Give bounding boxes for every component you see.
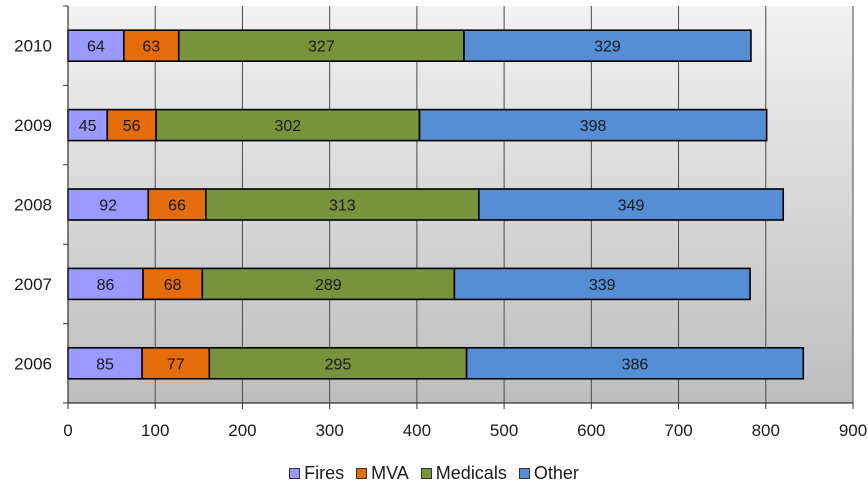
bar-segment-medicals: [177, 29, 465, 63]
bar-segment-other: [418, 108, 768, 142]
legend-label: Other: [533, 463, 579, 483]
x-tick-label: 300: [315, 421, 343, 440]
y-tick-label: 2006: [14, 354, 52, 373]
data-label: 86: [97, 277, 115, 294]
data-label: 77: [167, 356, 185, 373]
x-tick-label: 700: [664, 421, 692, 440]
x-tick-label: 900: [839, 421, 867, 440]
data-label: 68: [164, 277, 182, 294]
legend-swatch: [518, 468, 530, 479]
y-tick-label: 2010: [14, 37, 52, 56]
data-label: 45: [79, 118, 97, 135]
bar-segment-fires: [67, 346, 143, 380]
bar-segment-medicals: [205, 188, 480, 221]
data-label: 339: [589, 277, 616, 294]
bar-segment-medicals: [201, 267, 456, 301]
data-label: 66: [168, 198, 186, 215]
bar-segment-other: [465, 346, 805, 380]
legend-label: Medicals: [435, 463, 507, 483]
y-tick-label: 2007: [14, 275, 52, 294]
x-tick-label: 200: [228, 421, 256, 440]
legend-item-other: Other: [518, 463, 579, 484]
bars-group: 64 63 327 329 45 56 302 398 92 66 313 349 86 68 289 339…: [67, 29, 805, 380]
bar-segment-mva: [147, 188, 207, 221]
data-label: 329: [594, 39, 621, 56]
x-tick-label: 0: [63, 421, 72, 440]
data-label: 313: [329, 198, 356, 215]
y-tick-label: 2009: [14, 116, 52, 135]
y-tick-label: 2008: [14, 196, 52, 215]
data-label: 56: [123, 118, 141, 135]
bar-segment-other: [463, 29, 752, 63]
data-label: 295: [325, 356, 352, 373]
data-label: 63: [142, 39, 160, 56]
data-label: 289: [315, 277, 342, 294]
x-tick-label: 600: [577, 421, 605, 440]
axes-group: 0 100 200 300 400 500 600 700 800 900 2010 2009 2008…: [14, 5, 867, 440]
bar-segment-medicals: [155, 108, 421, 142]
legend-swatch: [289, 468, 301, 479]
bar-segment-mva: [106, 108, 157, 142]
bar-segment-other: [453, 267, 751, 301]
data-label: 327: [308, 39, 335, 56]
bar-segment-fires: [67, 108, 109, 142]
legend-swatch: [420, 468, 432, 479]
data-label: 64: [87, 39, 105, 56]
data-label: 85: [96, 356, 114, 373]
x-tick-label: 800: [752, 421, 780, 440]
data-label: 398: [580, 118, 607, 135]
legend-item-fires: Fires: [289, 463, 344, 484]
x-tick-label: 400: [403, 421, 431, 440]
legend-item-medicals: Medicals: [420, 463, 507, 484]
legend-label: MVA: [371, 463, 409, 483]
legend-item-mva: MVA: [356, 463, 409, 484]
bar-segment-mva: [141, 346, 211, 380]
data-label: 302: [274, 118, 301, 135]
data-label: 92: [99, 198, 117, 215]
legend: Fires MVA Medicals Other: [0, 463, 868, 484]
data-label: 386: [622, 356, 649, 373]
bar-segment-other: [478, 188, 785, 221]
x-tick-label: 100: [141, 421, 169, 440]
data-label: 349: [618, 198, 645, 215]
legend-label: Fires: [304, 463, 345, 483]
legend-swatch: [356, 468, 368, 479]
bar-segment-fires: [67, 29, 125, 63]
x-tick-label: 500: [490, 421, 518, 440]
